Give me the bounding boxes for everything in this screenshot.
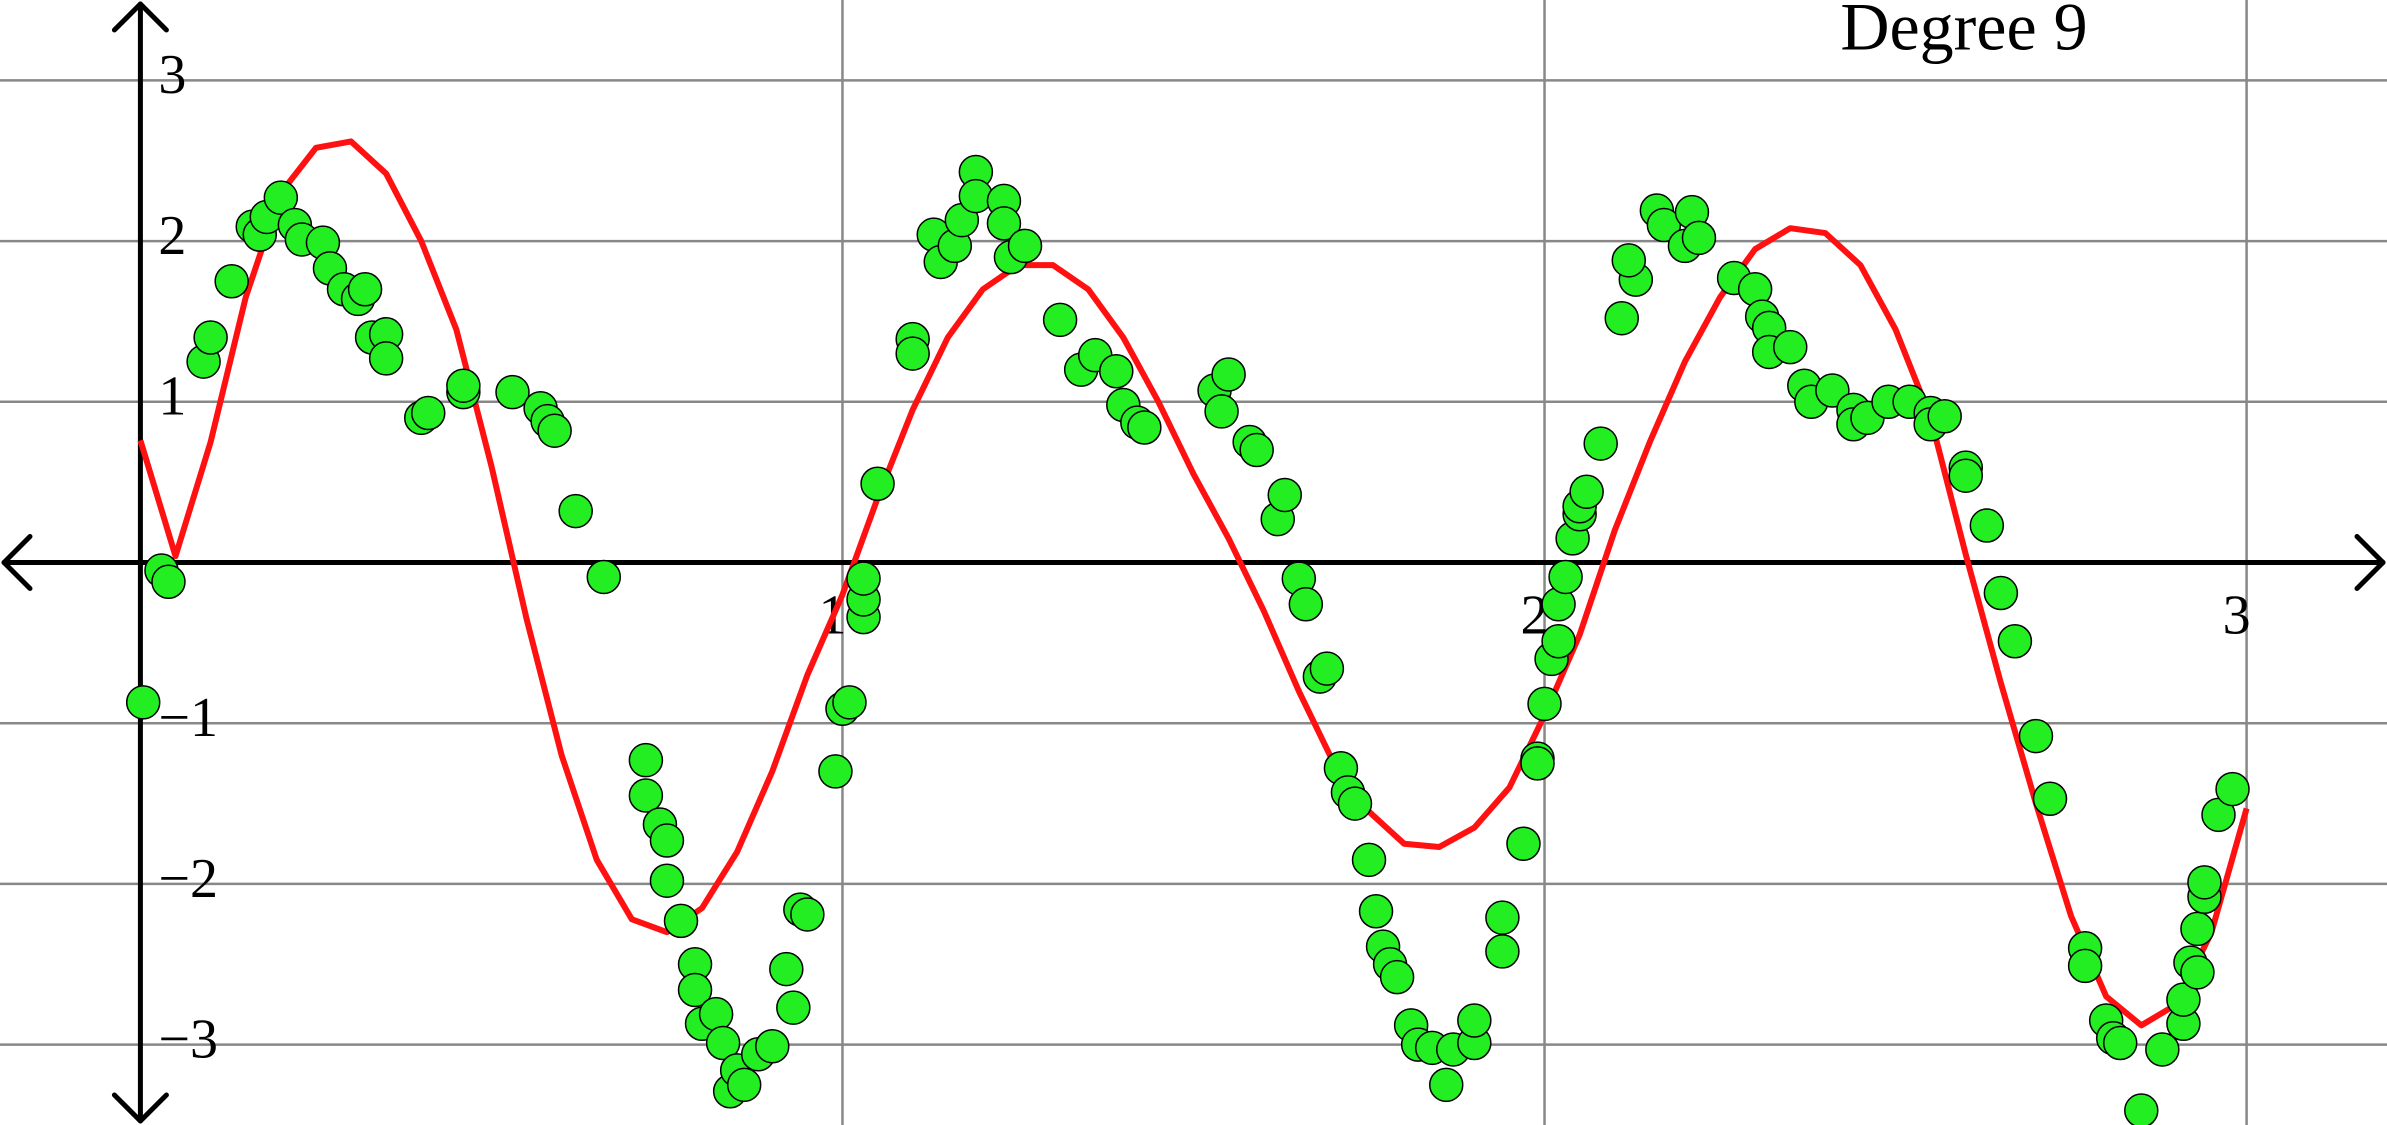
scatter-point	[1309, 651, 1345, 686]
scatter-point	[2032, 781, 2068, 816]
scatter-point	[2102, 1025, 2138, 1061]
scatter-point	[1604, 300, 1640, 336]
scatter-point	[214, 264, 249, 299]
marks	[125, 138, 2250, 1125]
scatter-point	[860, 466, 895, 501]
y-tick-label: 1	[158, 366, 186, 428]
scatter-point	[1548, 559, 1583, 595]
scatter-point	[628, 742, 664, 778]
scatter-point	[2166, 982, 2201, 1017]
scatter-point	[411, 395, 446, 431]
scatter-point	[776, 990, 811, 1025]
y-axis-arrow	[111, 1092, 169, 1124]
scatter-point	[1927, 399, 1962, 434]
scatter-point	[1611, 243, 1647, 278]
scatter-point	[1541, 624, 1576, 659]
scatter-point	[1773, 329, 1808, 365]
scatter-point	[1351, 842, 1387, 878]
scatter-point	[726, 1067, 762, 1103]
scatter-point	[705, 1025, 741, 1061]
scatter-point	[537, 413, 572, 448]
scatter-point	[698, 996, 734, 1032]
chart-title: Degree 9	[1840, 0, 2087, 65]
scatter-point	[986, 206, 1022, 241]
scatter-point	[649, 823, 685, 858]
scatter-point	[846, 561, 881, 596]
scatter-point	[586, 559, 622, 595]
scatter-point	[1969, 508, 2005, 543]
scatter-point	[151, 564, 186, 600]
scatter-point	[1204, 394, 1239, 429]
scatter-point	[769, 951, 804, 987]
x-tick-label: 3	[2223, 584, 2251, 646]
scatter-point	[755, 1029, 790, 1064]
scatter-point	[125, 685, 161, 720]
scatter-point	[1127, 410, 1162, 445]
scatter-point	[1337, 786, 1373, 821]
y-tick-label: 2	[158, 205, 186, 267]
scatter-point	[818, 754, 853, 789]
y-tick-label: −2	[158, 848, 218, 910]
scatter-point	[2124, 1093, 2159, 1125]
scatter-point	[1267, 477, 1303, 513]
scatter-point	[1099, 354, 1134, 389]
x-axis-arrow	[1, 534, 33, 591]
scatter-point	[1646, 207, 1682, 243]
scatter-point	[663, 903, 699, 939]
scatter-point	[1428, 1067, 1464, 1103]
y-tick-label: −1	[158, 687, 218, 749]
scatter-point	[1239, 432, 1274, 468]
scatter-point	[1211, 357, 1246, 392]
scatter-point	[677, 972, 713, 1008]
scatter-point	[446, 368, 481, 403]
scatter-point	[495, 374, 530, 410]
y-tick-label: −3	[158, 1008, 218, 1070]
scatter-point	[2018, 718, 2054, 754]
scatter-point	[895, 336, 930, 371]
scatter-point	[649, 863, 685, 898]
scatter-point	[1457, 1003, 1492, 1038]
scatter-point	[1506, 826, 1541, 861]
scatter-point	[1681, 220, 1717, 256]
scatter-point	[1485, 934, 1520, 969]
scatter-point	[1007, 228, 1043, 264]
y-tick-label: 3	[158, 44, 186, 106]
scatter-point	[1583, 426, 1618, 461]
scatter-point	[2187, 865, 2222, 900]
scatter-point	[2180, 955, 2215, 990]
scatter-point	[1527, 686, 1562, 722]
scatter-point	[558, 493, 593, 529]
scatter-point	[1485, 900, 1520, 935]
scatter-point	[1358, 894, 1394, 929]
scatter-point	[1569, 474, 1604, 510]
scatter-point	[347, 272, 383, 307]
scatter-point	[790, 897, 825, 932]
scatter-point	[1983, 575, 2019, 611]
scatter-point	[193, 320, 228, 355]
scatter-point	[368, 341, 404, 376]
scatter-point	[832, 685, 867, 720]
scatter-point	[1948, 458, 1984, 493]
scatter-point	[1997, 624, 2033, 659]
scatter-point	[1379, 959, 1415, 995]
scatter-point	[628, 778, 664, 813]
scatter-point	[2145, 1032, 2180, 1067]
fit-curve	[137, 138, 2250, 1029]
scatter-point	[2067, 948, 2103, 984]
scatter-point	[263, 180, 299, 215]
x-axis-arrow	[2354, 534, 2386, 591]
scatter-point	[1042, 302, 1078, 338]
scatter-point	[1288, 587, 1324, 622]
scatter-point	[2215, 771, 2250, 807]
scatter-point	[2180, 911, 2215, 947]
y-axis-arrow	[111, 1, 169, 33]
scatter-point	[1520, 746, 1555, 781]
